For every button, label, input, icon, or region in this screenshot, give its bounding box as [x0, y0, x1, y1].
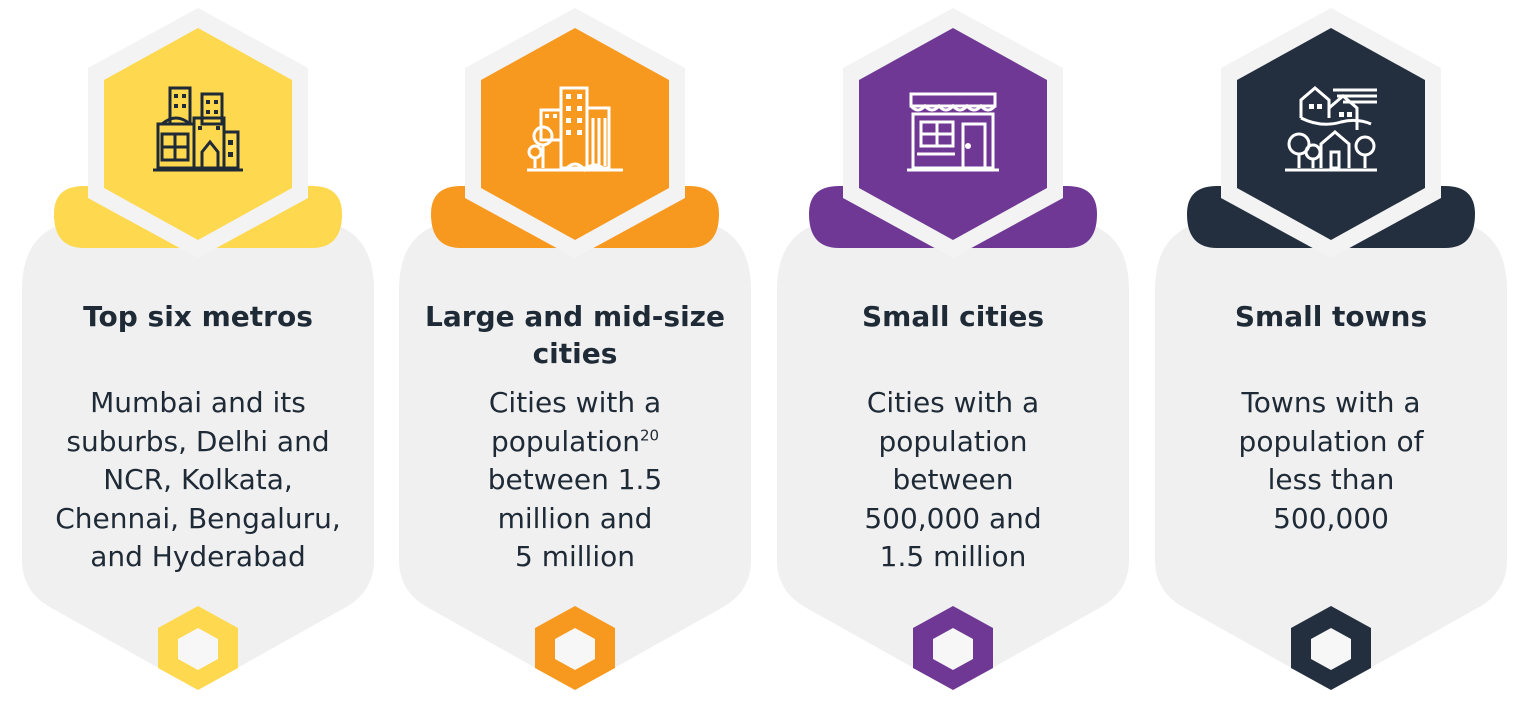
segment-small-towns: Small towns Towns with a population of l… [1155, 0, 1507, 708]
description-line: 500,000 and [864, 501, 1042, 535]
segment-description: Cities with a population20 between 1.5 m… [429, 384, 721, 577]
segment-small-cities: Small cities Cities with a population be… [777, 0, 1129, 708]
segment-shape [22, 8, 374, 690]
description-line: million and [497, 501, 653, 535]
description-line: 1.5 million [879, 540, 1027, 573]
description-line: between [892, 463, 1014, 496]
segment-top-six-metros: Top six metros Mumbai and its suburbs, D… [22, 0, 374, 708]
segment-title: Large and mid-size cities [399, 298, 751, 372]
description-line: population [878, 424, 1028, 458]
population-text: population [490, 424, 640, 458]
segment-shape [777, 8, 1129, 690]
description-line: population20 [429, 423, 721, 462]
description-line: Cities with a [866, 386, 1040, 419]
footnote-marker: 20 [639, 426, 660, 445]
skyscrapers-icon [153, 86, 243, 172]
segment-large-and-mid-size-cities: Large and mid-size cities Cities with a … [399, 0, 751, 708]
title-line: cities [532, 337, 618, 370]
segment-title: Small cities [861, 300, 1044, 333]
storefront-icon [907, 92, 999, 172]
segment-title: Small towns [1234, 300, 1428, 333]
title-line: Large and mid-size [425, 300, 725, 333]
segment-description: Towns with a population of less than 500… [1185, 384, 1477, 538]
description-line: Cities with a [488, 386, 662, 419]
city-buildings-icon [527, 86, 623, 173]
description-line: population of [1238, 424, 1424, 458]
segment-description: Cities with a population between 500,000… [807, 384, 1099, 577]
segment-shape [399, 8, 751, 690]
description-line: Mumbai and its [90, 386, 306, 419]
description-line: Chennai, Bengaluru, [55, 501, 341, 535]
segment-description: Mumbai and its suburbs, Delhi and NCR, K… [52, 384, 344, 577]
description-line: less than [1267, 463, 1395, 496]
description-line: between 1.5 [487, 463, 663, 496]
description-line: and Hyderabad [90, 540, 306, 573]
description-line: Towns with a [1241, 386, 1421, 419]
segment-shape [1155, 8, 1507, 690]
town-houses-icon [1285, 86, 1377, 172]
description-line: 5 million [515, 540, 635, 573]
description-line: NCR, Kolkata, [103, 463, 293, 496]
segment-title: Top six metros [83, 300, 313, 333]
description-line: suburbs, Delhi and [66, 424, 330, 458]
description-line: 500,000 [1273, 501, 1389, 535]
